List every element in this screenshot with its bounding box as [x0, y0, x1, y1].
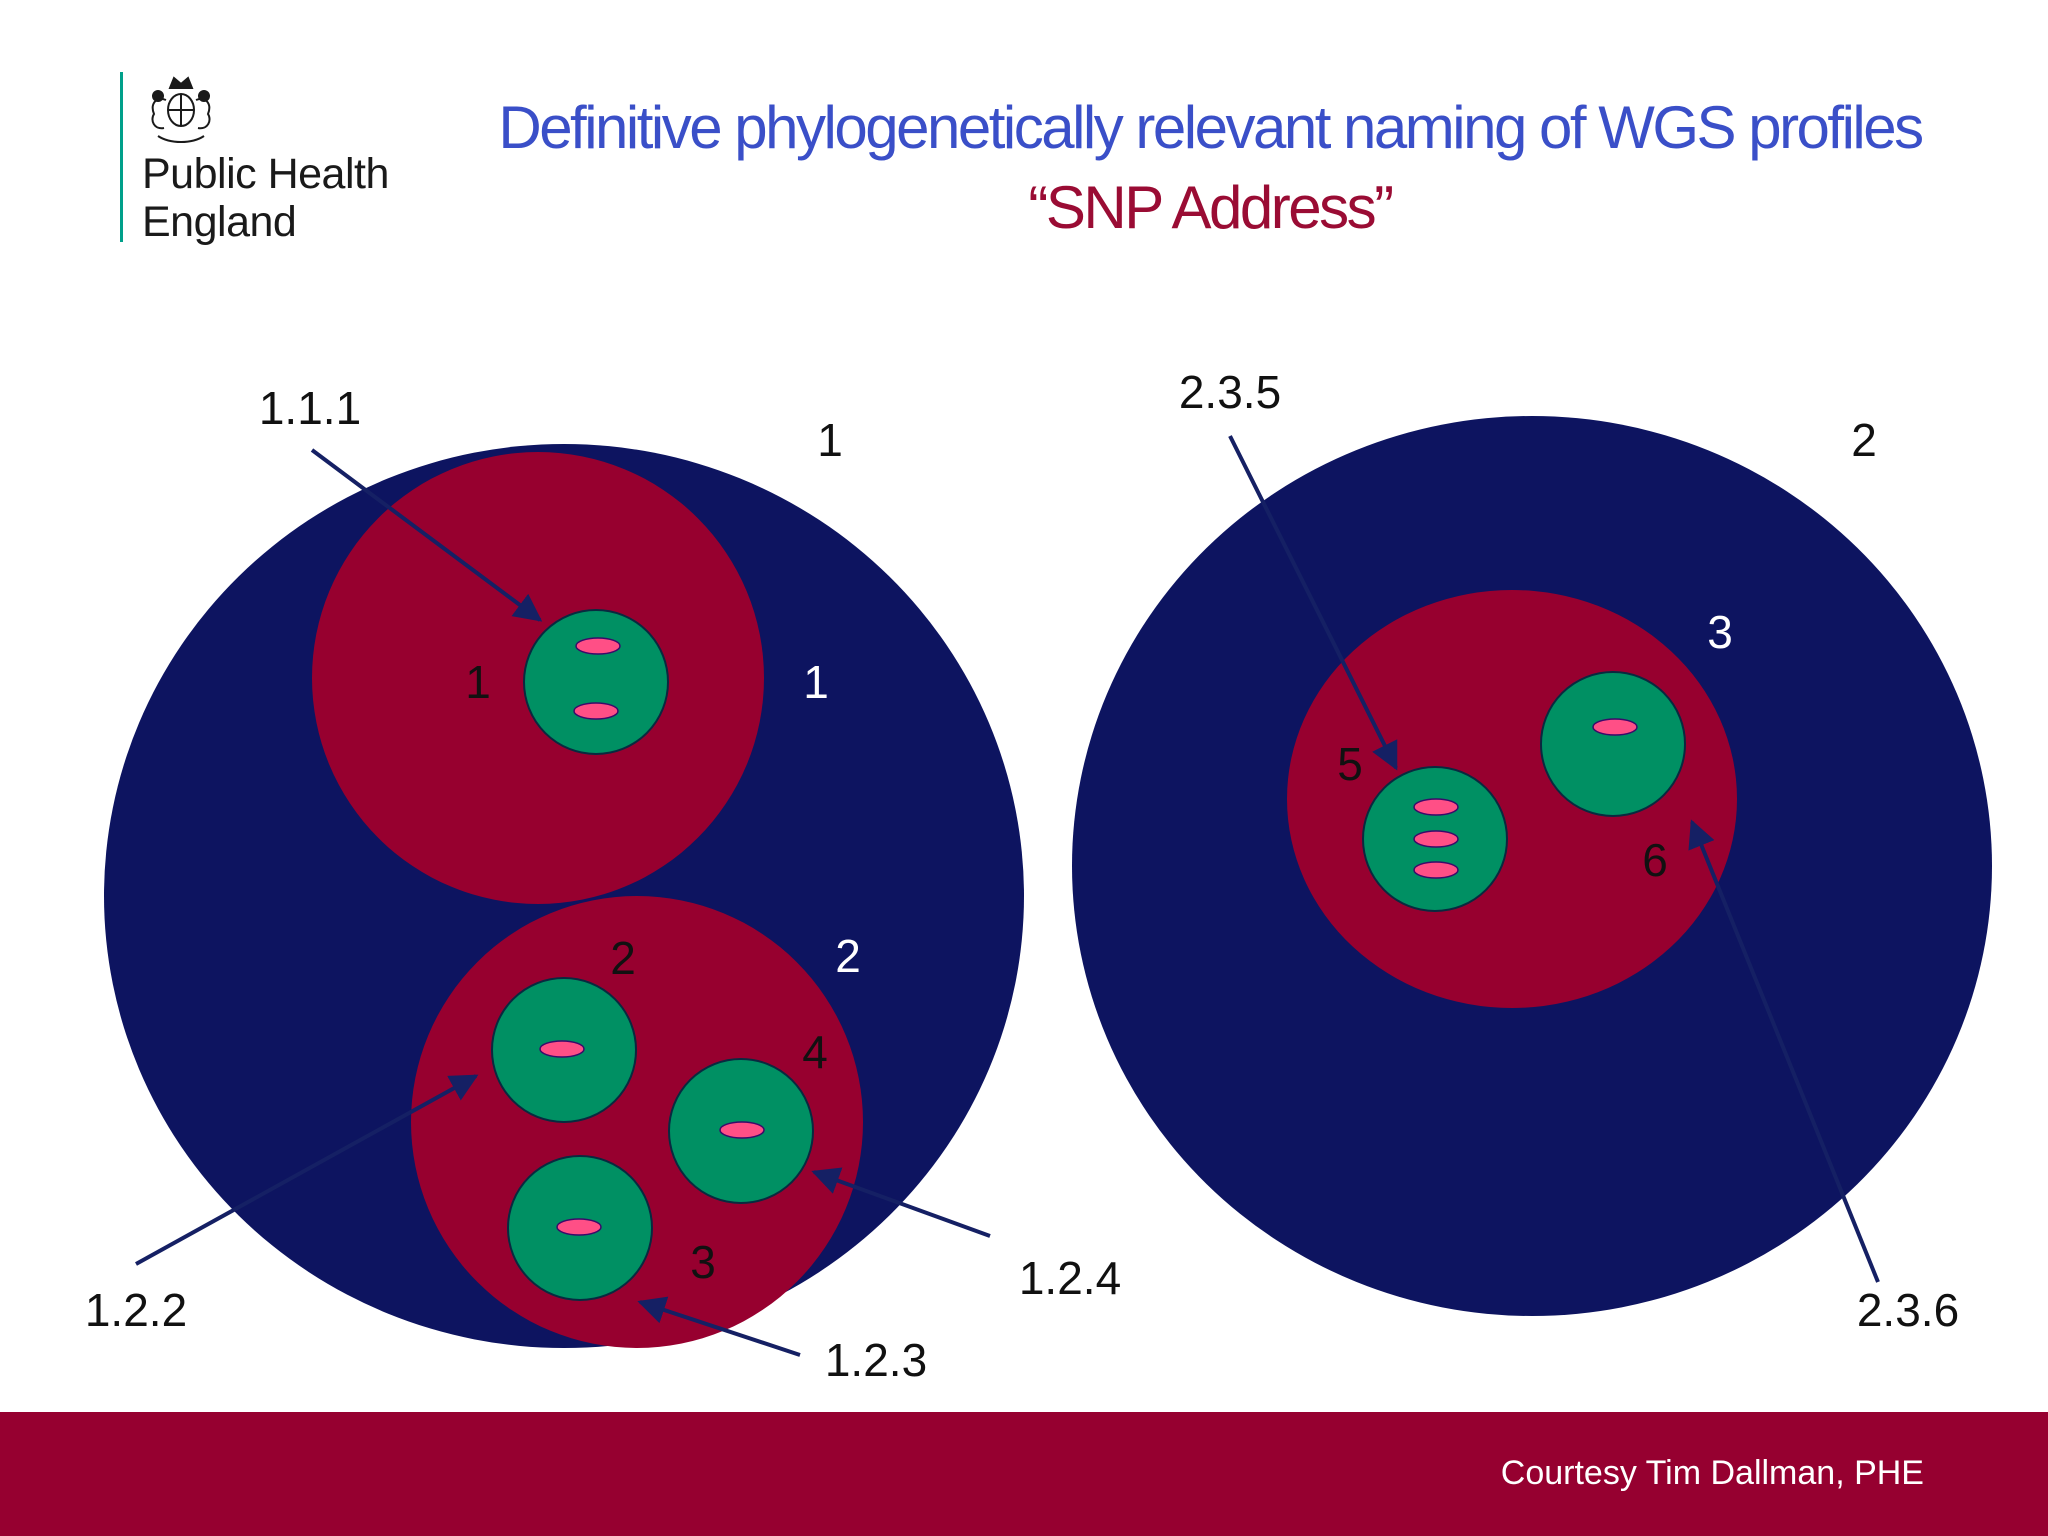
label-cluster-1: 1 [817, 414, 843, 466]
isolate [539, 1040, 585, 1058]
address-1-2-4: 1.2.4 [1019, 1252, 1121, 1304]
address-2-3-6: 2.3.6 [1857, 1284, 1959, 1336]
royal-crest-icon [151, 76, 211, 143]
logo-wordmark: Public Health England [142, 150, 389, 246]
cluster-2 [1072, 416, 1992, 1316]
logo-line-1: Public Health [142, 150, 389, 198]
label-1-2-2-inner: 2 [610, 932, 636, 984]
page-subtitle: “SNP Address” [1028, 174, 1394, 241]
label-1-2: 2 [835, 930, 861, 982]
address-1-2-2: 1.2.2 [85, 1284, 187, 1336]
phe-logo: Public Health England [120, 72, 420, 247]
cluster-2-3 [1287, 590, 1737, 1008]
cluster-2-3-6 [1540, 671, 1686, 817]
label-1-1: 1 [803, 656, 829, 708]
arrow-2-3-5 [1228, 435, 1398, 771]
cluster-1 [104, 444, 1024, 1348]
isolate [1413, 861, 1459, 879]
cluster-1-1-1 [523, 609, 669, 755]
isolate [1413, 830, 1459, 848]
address-1-2-3: 1.2.3 [825, 1334, 927, 1386]
isolate [556, 1218, 602, 1236]
isolate [573, 702, 619, 720]
label-1-1-inner: 1 [465, 656, 491, 708]
logo-divider [120, 72, 123, 242]
arrow-2-3-6 [1688, 819, 1880, 1283]
footer-bar: Courtesy Tim Dallman, PHE [0, 1412, 2048, 1536]
arrow-1-2-3 [637, 1296, 801, 1357]
label-2-3-5-inner: 5 [1337, 738, 1363, 790]
label-2-3: 3 [1707, 606, 1733, 658]
isolate [719, 1121, 765, 1139]
isolate [1592, 718, 1638, 736]
arrow-1-2-2 [135, 1074, 479, 1266]
label-2-3-6-inner: 6 [1642, 834, 1668, 886]
address-2-3-5: 2.3.5 [1179, 366, 1281, 418]
isolate [575, 637, 621, 655]
label-1-2-3-inner: 3 [690, 1236, 716, 1288]
isolate [1413, 798, 1459, 816]
logo-line-2: England [142, 198, 297, 246]
label-1-2-4-inner: 4 [802, 1026, 828, 1078]
label-cluster-2: 2 [1851, 414, 1877, 466]
credit-text: Courtesy Tim Dallman, PHE [1500, 1454, 1924, 1492]
arrow-1-2-4 [811, 1167, 991, 1238]
page-title: Definitive phylogenetically relevant nam… [498, 94, 1924, 161]
address-1-1-1: 1.1.1 [259, 382, 361, 434]
arrow-1-1-1 [310, 448, 543, 622]
